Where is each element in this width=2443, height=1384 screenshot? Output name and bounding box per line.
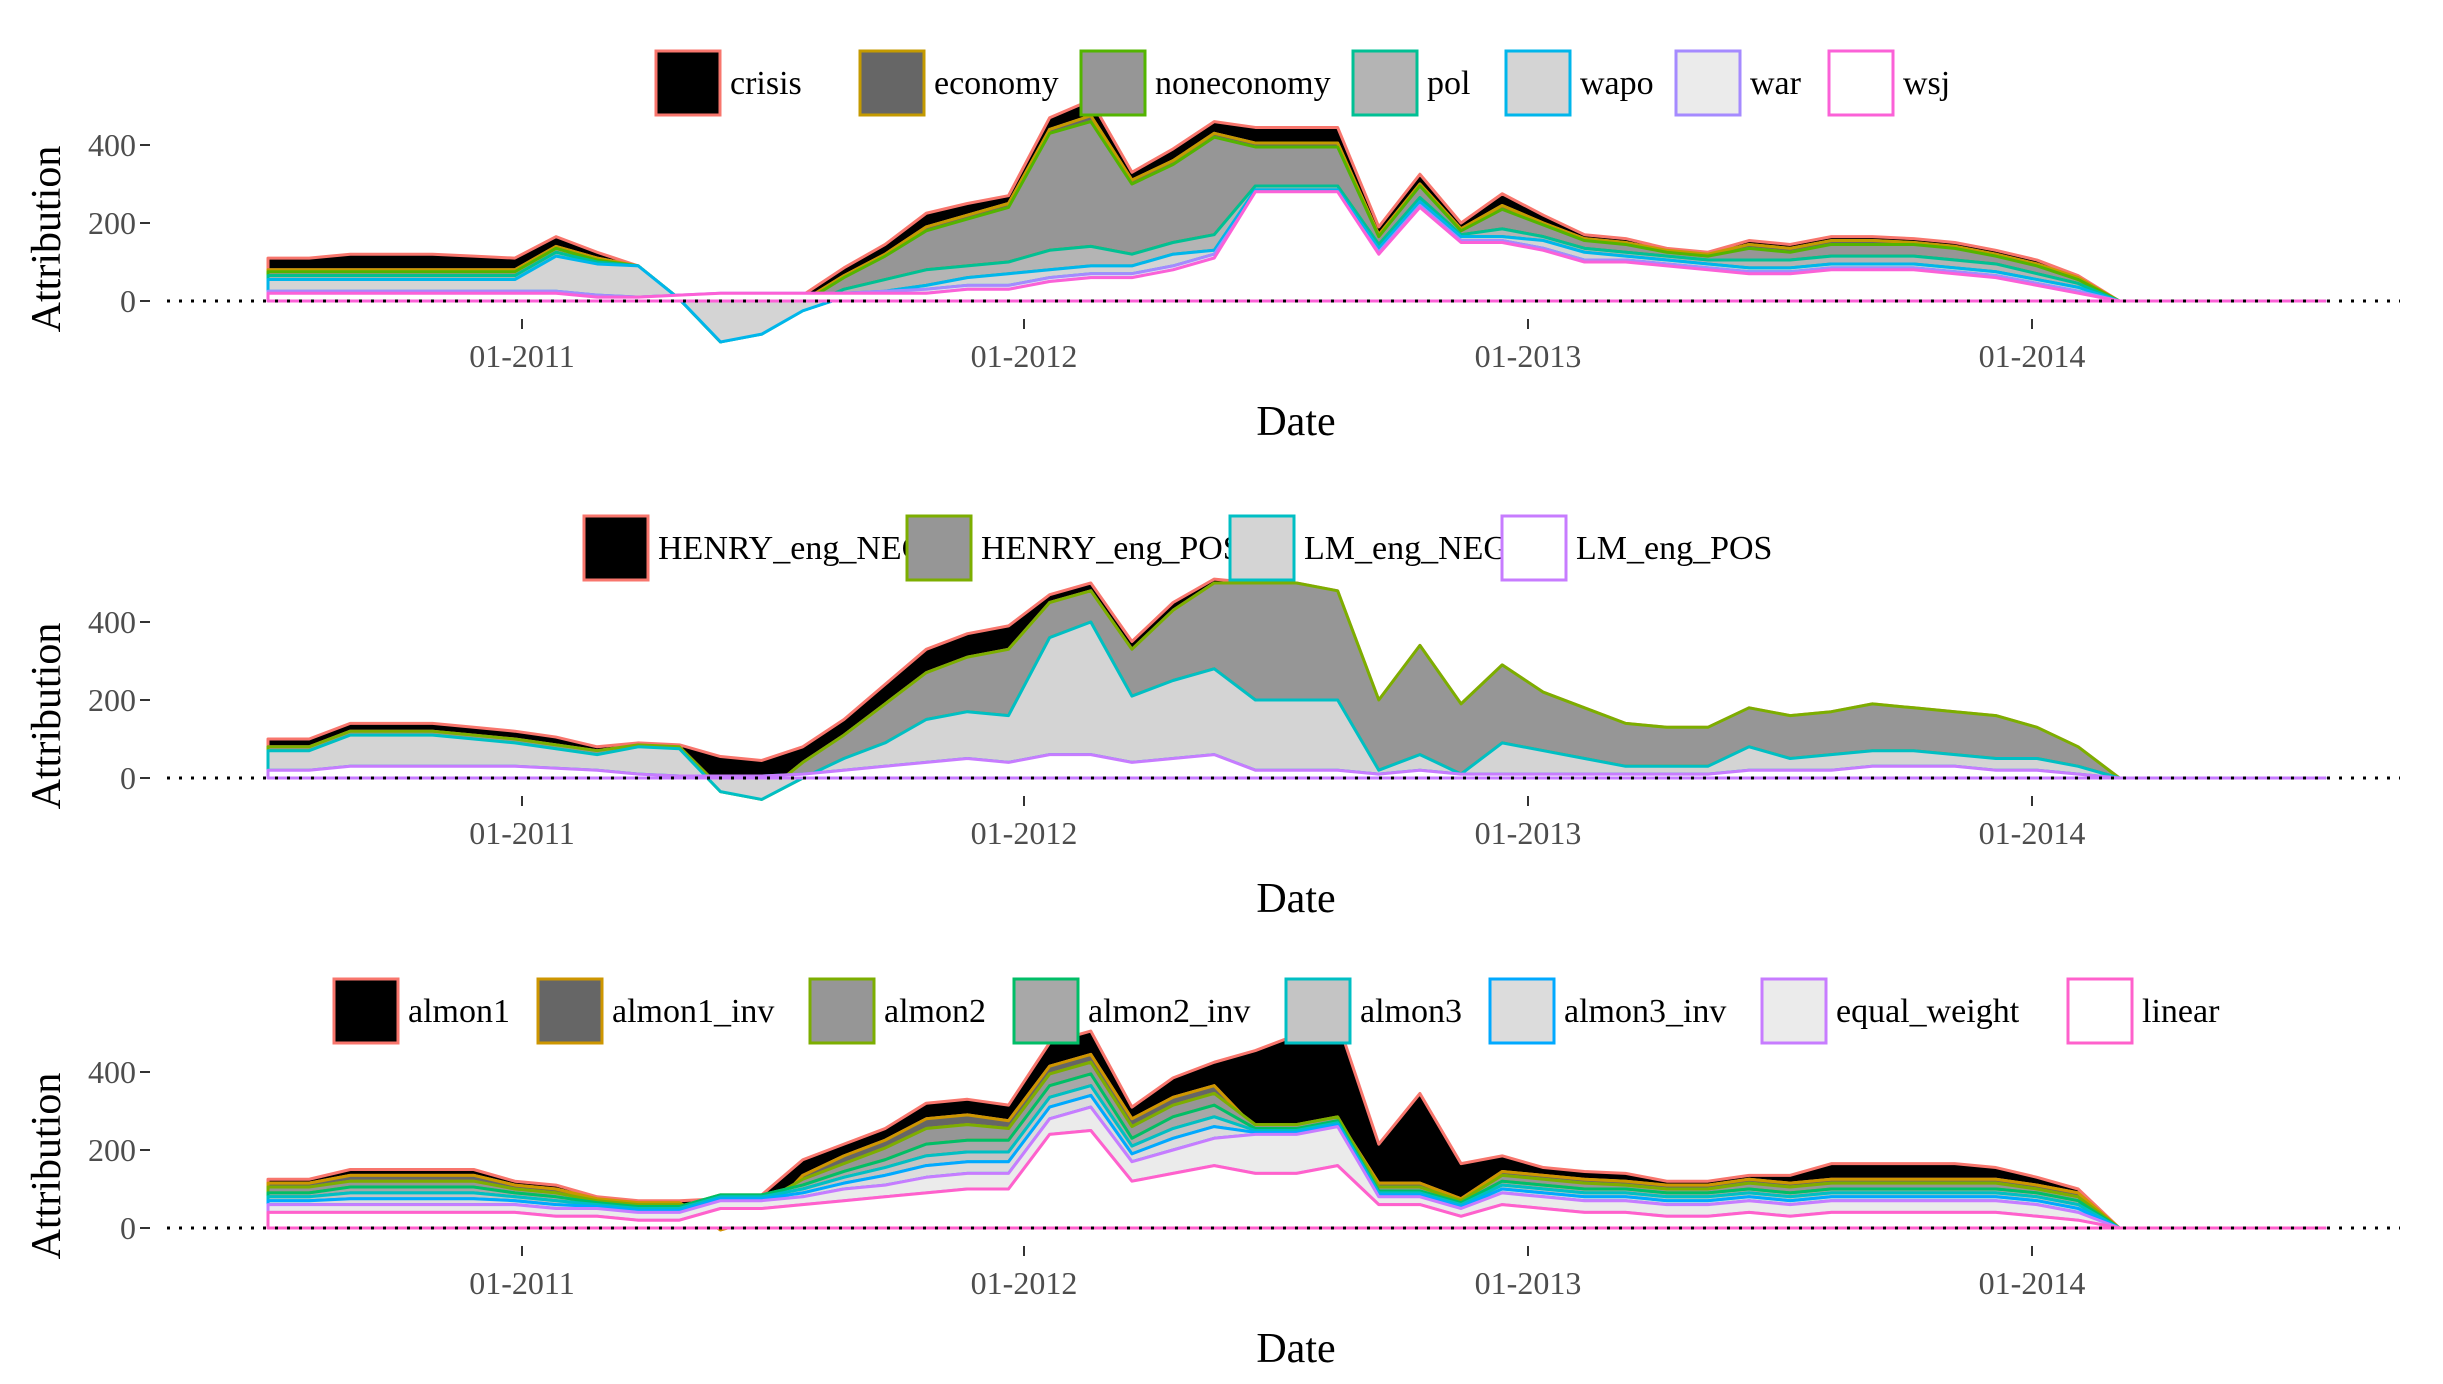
y-axis-title: Attribution: [24, 1073, 70, 1260]
x-tick-label: 01-2012: [971, 338, 1078, 374]
x-axis-title: Date: [1256, 1326, 1335, 1372]
legend-swatch-almon2_inv: [1012, 977, 1080, 1045]
x-tick-label: 01-2014: [1979, 1265, 2086, 1301]
legend-swatch-LM_eng_NEG: [1228, 514, 1296, 582]
legend-swatch-wsj: [1827, 49, 1895, 117]
legend-label-noneconomy: noneconomy: [1155, 65, 1331, 102]
x-tick-label: 01-2013: [1475, 338, 1582, 374]
area-layers: [266, 577, 2327, 801]
panel-3: 0 200 400 01-2011 01-2012 01-2013 01-2014 Date A…: [24, 977, 2400, 1372]
legend-label-LM_eng_NEG: LM_eng_NEG: [1304, 530, 1508, 567]
panel-1: 0 200 400 01-2011 01-2012 01-2013 01-2014 Date A…: [24, 49, 2400, 445]
legend-swatch-almon1_inv: [536, 977, 604, 1045]
x-tick-label: 01-2011: [469, 815, 574, 851]
y-axis-title: Attribution: [24, 146, 70, 333]
legend-label-wapo: wapo: [1580, 65, 1654, 102]
y-tick-label: 0: [120, 1210, 136, 1246]
legend-label-HENRY_eng_POS: HENRY_eng_POS: [981, 530, 1242, 567]
legend-swatch-equal_weight: [1760, 977, 1828, 1045]
y-tick-label: 200: [88, 682, 136, 718]
legend-swatch-almon2: [808, 977, 876, 1045]
y-tick-label: 200: [88, 1132, 136, 1168]
legend-label-almon1: almon1: [408, 993, 510, 1030]
legend-label-crisis: crisis: [730, 65, 802, 102]
legend: almon1 almon1_inv almon2 almon2_inv almon3 al…: [332, 977, 2220, 1045]
legend-label-almon3: almon3: [1360, 993, 1462, 1030]
legend-swatch-almon3: [1284, 977, 1352, 1045]
y-tick-label: 400: [88, 127, 136, 163]
legend-label-almon2: almon2: [884, 993, 986, 1030]
legend-swatch-HENRY_eng_POS: [905, 514, 973, 582]
legend-label-almon1_inv: almon1_inv: [612, 993, 774, 1030]
x-tick-label: 01-2014: [1979, 815, 2086, 851]
legend-label-economy: economy: [934, 65, 1059, 102]
area-layers: [266, 1019, 2327, 1232]
x-tick-label: 01-2013: [1475, 815, 1582, 851]
legend-swatch-almon1: [332, 977, 400, 1045]
legend-swatch-HENRY_eng_NEG: [582, 514, 650, 582]
legend-swatch-war: [1674, 49, 1742, 117]
y-tick-label: 400: [88, 1054, 136, 1090]
x-tick-label: 01-2014: [1979, 338, 2086, 374]
legend-swatch-wapo: [1504, 49, 1572, 117]
legend: HENRY_eng_NEG HENRY_eng_POS LM_eng_NEG LM_e…: [582, 514, 1772, 582]
legend-swatch-almon3_inv: [1488, 977, 1556, 1045]
legend-label-HENRY_eng_NEG: HENRY_eng_NEG: [658, 530, 926, 567]
y-tick-label: 0: [120, 283, 136, 319]
legend-label-almon3_inv: almon3_inv: [1564, 993, 1726, 1030]
x-axis-title: Date: [1256, 399, 1335, 445]
x-tick-label: 01-2013: [1475, 1265, 1582, 1301]
legend-label-almon2_inv: almon2_inv: [1088, 993, 1250, 1030]
legend-label-pol: pol: [1427, 65, 1470, 102]
y-tick-label: 200: [88, 205, 136, 241]
y-tick-label: 0: [120, 760, 136, 796]
x-axis-title: Date: [1256, 876, 1335, 922]
x-tick-label: 01-2012: [971, 1265, 1078, 1301]
legend: crisis economy noneconomy pol wapo war wsj: [654, 49, 1950, 117]
legend-swatch-noneconomy: [1079, 49, 1147, 117]
legend-swatch-LM_eng_POS: [1500, 514, 1568, 582]
y-axis-title: Attribution: [24, 623, 70, 810]
legend-swatch-economy: [858, 49, 926, 117]
legend-label-equal_weight: equal_weight: [1836, 993, 2020, 1030]
panel-2: 0 200 400 01-2011 01-2012 01-2013 01-2014 Date A…: [24, 514, 2400, 922]
area-layers: [266, 98, 2327, 344]
legend-swatch-crisis: [654, 49, 722, 117]
legend-swatch-pol: [1351, 49, 1419, 117]
legend-label-wsj: wsj: [1903, 65, 1950, 102]
x-tick-label: 01-2011: [469, 338, 574, 374]
y-tick-label: 400: [88, 604, 136, 640]
x-tick-label: 01-2011: [469, 1265, 574, 1301]
legend-label-linear: linear: [2142, 993, 2220, 1030]
legend-label-war: war: [1750, 65, 1802, 102]
x-tick-label: 01-2012: [971, 815, 1078, 851]
legend-label-LM_eng_POS: LM_eng_POS: [1576, 530, 1772, 567]
legend-swatch-linear: [2066, 977, 2134, 1045]
